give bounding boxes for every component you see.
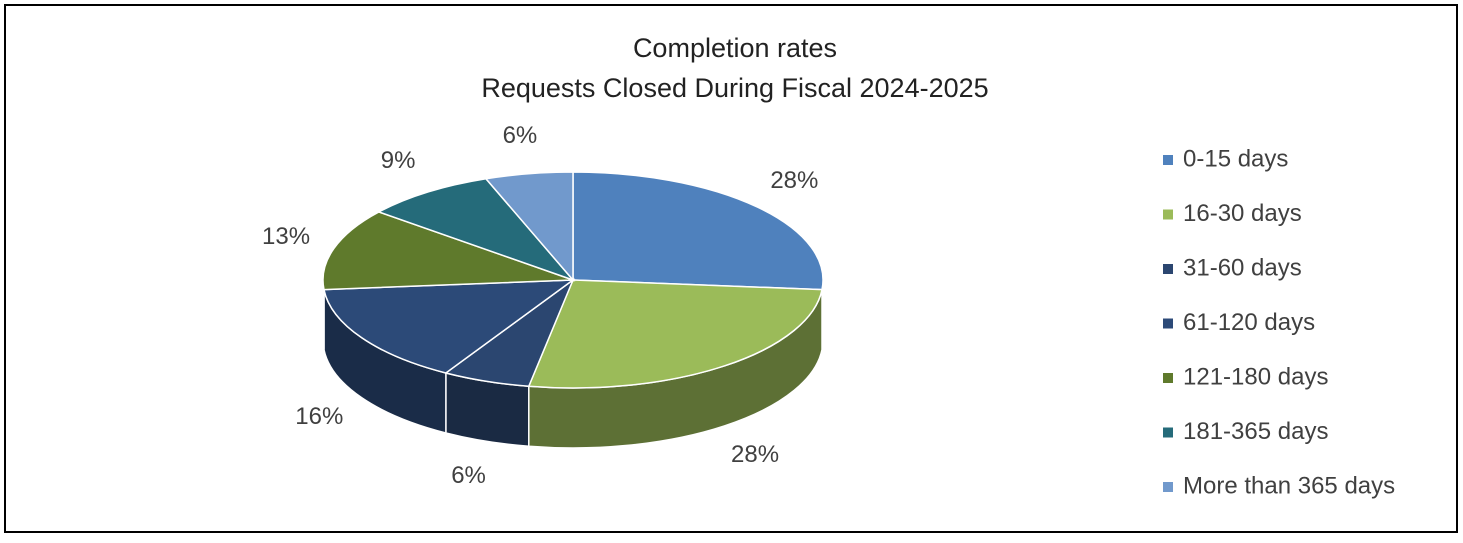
legend-swatch [1163, 264, 1173, 274]
legend-swatch [1163, 155, 1173, 165]
pie-slice [323, 279, 576, 374]
legend-label: 16-30 days [1183, 200, 1302, 227]
data-label: 13% [262, 223, 310, 250]
legend-label: 61-120 days [1183, 309, 1315, 336]
legend-swatch [1163, 482, 1173, 492]
data-label: 28% [731, 441, 779, 468]
chart-title: Completion rates [633, 33, 837, 63]
legend-swatch [1163, 427, 1173, 438]
data-label: 6% [451, 462, 486, 489]
legend-swatch [1163, 209, 1173, 220]
legend-label: 181-365 days [1183, 418, 1328, 445]
legend-label: 0-15 days [1183, 145, 1288, 172]
legend-swatch [1163, 373, 1173, 383]
data-label: 9% [381, 147, 416, 174]
data-label: 28% [770, 167, 818, 194]
legend-label: 121-180 days [1183, 363, 1328, 390]
legend-label: 31-60 days [1183, 254, 1302, 281]
pie-slice [322, 211, 574, 291]
pie-slice [484, 171, 574, 283]
legend-label: More than 365 days [1183, 472, 1395, 499]
data-label: 6% [503, 122, 538, 149]
pie-slice [527, 279, 823, 389]
data-label: 16% [295, 403, 343, 430]
legend-swatch [1163, 318, 1173, 329]
chart-subtitle: Requests Closed During Fiscal 2024-2025 [481, 73, 988, 103]
pie-slice [572, 171, 824, 291]
pie-slice [377, 177, 576, 282]
